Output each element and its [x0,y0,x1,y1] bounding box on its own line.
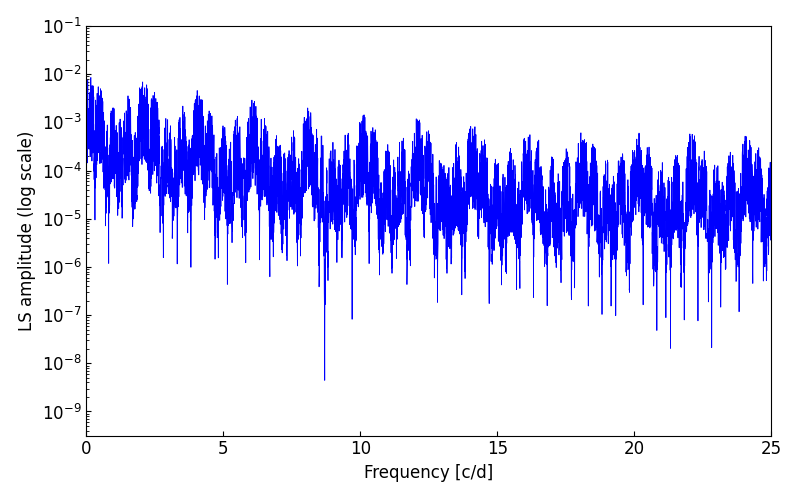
X-axis label: Frequency [c/d]: Frequency [c/d] [364,464,494,482]
Y-axis label: LS amplitude (log scale): LS amplitude (log scale) [18,130,36,331]
